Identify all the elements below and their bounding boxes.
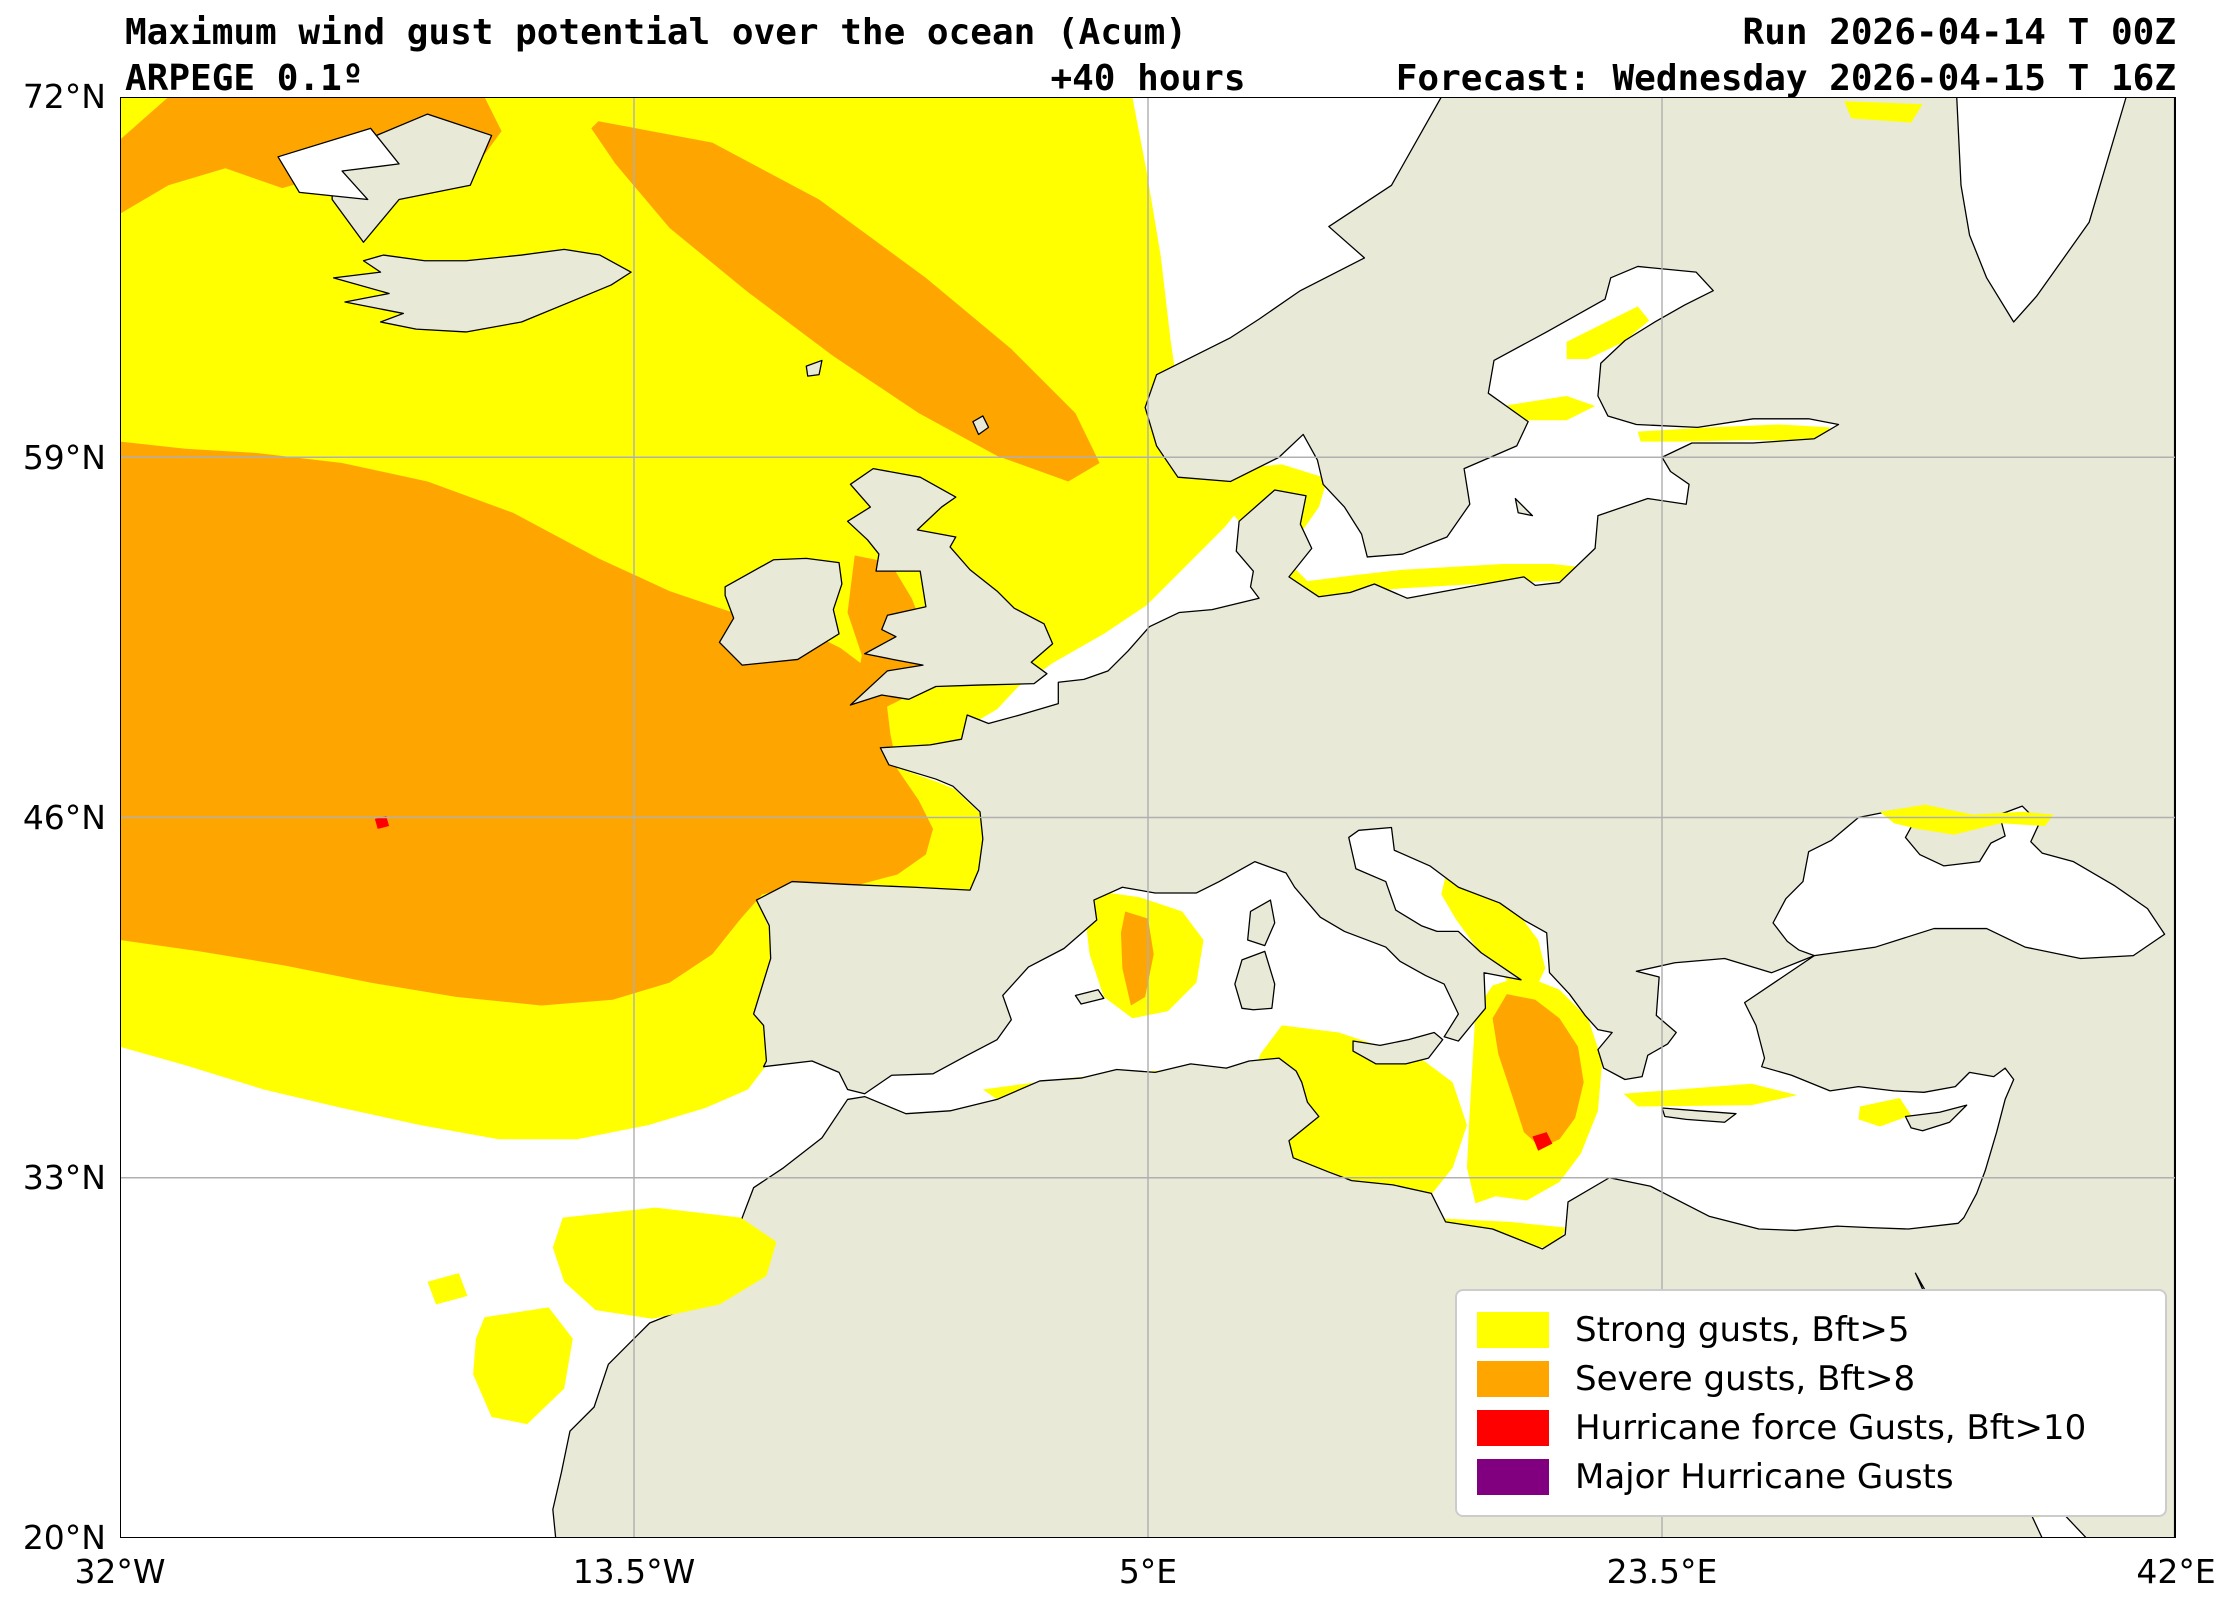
legend-swatch-hurricane <box>1477 1409 1549 1446</box>
gust-yellow-baltic <box>1217 464 1597 610</box>
island-sicily <box>1352 1031 1444 1065</box>
lon-label-42e: 42°E <box>2136 1552 2216 1591</box>
forecast-label: Forecast: Wednesday 2026-04-15 T 16Z <box>1395 58 2176 99</box>
island-faroe <box>805 359 823 377</box>
gust-orange-norwegian-sea-band <box>591 121 1100 482</box>
gust-yellow-morocco-2 <box>473 1307 573 1425</box>
lon-label-5e: 5°E <box>1118 1552 1178 1591</box>
island-great-britain <box>846 468 1054 706</box>
island-iceland <box>332 248 632 333</box>
figure-title: Maximum wind gust potential over the oce… <box>125 12 1188 53</box>
legend-label-strong: Strong gusts, Bft>5 <box>1575 1309 1910 1350</box>
lon-label-32w: 32°W <box>74 1552 166 1591</box>
island-shetland <box>972 415 990 436</box>
gust-red-atlantic-spot <box>374 816 390 829</box>
gust-orange-atlantic-blob <box>120 441 934 1006</box>
legend-label-severe: Severe gusts, Bft>8 <box>1575 1358 1916 1399</box>
legend-item-major-hurricane: Major Hurricane Gusts <box>1477 1452 2165 1501</box>
legend-label-major-hurricane: Major Hurricane Gusts <box>1575 1456 1954 1497</box>
island-corsica <box>1247 899 1276 947</box>
lat-label-59n: 59°N <box>22 438 106 477</box>
island-cyprus <box>1904 1104 1968 1132</box>
lead-time-label: +40 hours <box>1050 58 1246 99</box>
model-label: ARPEGE 0.1º <box>125 58 364 99</box>
lon-label-13p5w: 13.5°W <box>572 1552 696 1591</box>
gust-yellow-gulf-of-finland <box>1637 424 1831 442</box>
island-crete <box>1661 1107 1737 1123</box>
gust-yellow-bothnia-south <box>1502 396 1596 421</box>
lat-label-33n: 33°N <box>22 1158 106 1197</box>
gust-yellow-adriatic <box>1441 875 1546 990</box>
legend-item-severe: Severe gusts, Bft>8 <box>1477 1354 2165 1403</box>
legend-swatch-strong <box>1477 1311 1549 1348</box>
legend-swatch-major-hurricane <box>1477 1458 1549 1495</box>
sea-overlay-layer <box>277 127 2166 960</box>
island-mallorca <box>1074 989 1105 1005</box>
gust-overland-layer <box>427 101 2054 1425</box>
gust-yellow-morocco-1 <box>552 1207 777 1319</box>
gust-orange-gulf-of-lion <box>1120 911 1154 1006</box>
legend-item-strong: Strong gusts, Bft>5 <box>1477 1305 2165 1354</box>
lat-label-72n: 72°N <box>22 77 106 116</box>
legend-swatch-severe <box>1477 1360 1549 1397</box>
gust-orange-ionian <box>1492 994 1584 1148</box>
gust-yellow-bothnia-north <box>1566 306 1650 359</box>
gust-yellow-black-sea-nw <box>1879 804 2054 835</box>
black-sea <box>1772 805 2166 960</box>
island-sardinia <box>1234 950 1276 1011</box>
legend: Strong gusts, Bft>5 Severe gusts, Bft>8 … <box>1455 1289 2167 1517</box>
lat-label-20n: 20°N <box>22 1518 106 1557</box>
legend-item-hurricane: Hurricane force Gusts, Bft>10 <box>1477 1403 2165 1452</box>
ice-fragment <box>277 127 400 201</box>
gust-yellow-morocco-3 <box>427 1273 468 1305</box>
island-ireland <box>718 557 843 666</box>
gust-yellow-cyprus-west <box>1858 1098 1912 1127</box>
island-gotland <box>1514 497 1534 517</box>
legend-label-hurricane: Hurricane force Gusts, Bft>10 <box>1575 1407 2087 1448</box>
gust-yellow-top-right-sliver <box>1844 101 1923 123</box>
gust-yellow-crete-north <box>1623 1083 1798 1107</box>
lat-label-46n: 46°N <box>22 798 106 837</box>
run-label: Run 2026-04-14 T 00Z <box>1742 12 2176 53</box>
lon-label-23p5e: 23.5°E <box>1606 1552 1718 1591</box>
